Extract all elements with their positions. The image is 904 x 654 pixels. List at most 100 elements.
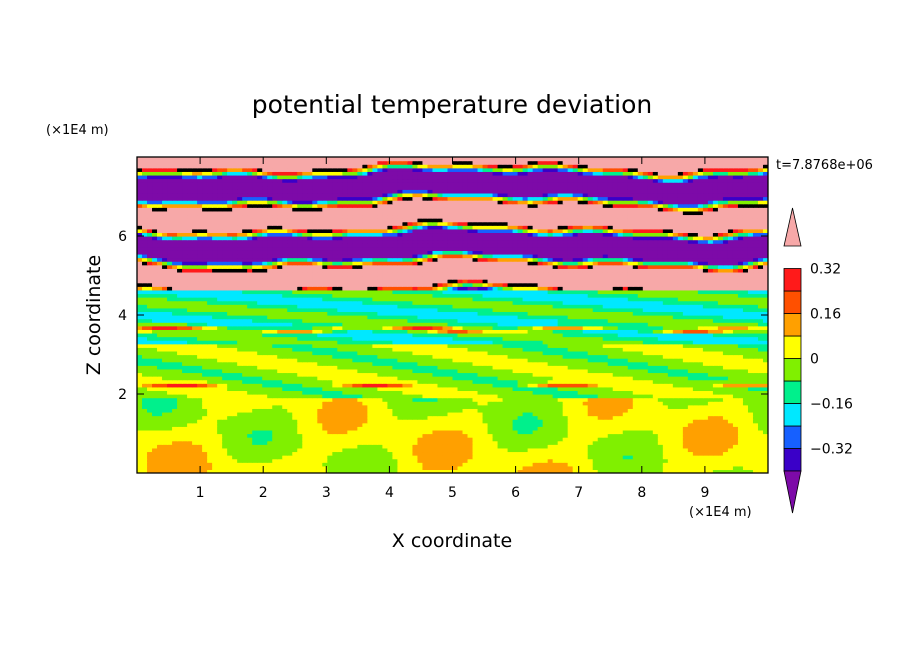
contour-cell [217,379,223,384]
contour-cell [567,354,574,359]
contour-cell [392,336,399,341]
contour-cell [332,354,338,359]
contour-cell [247,465,253,471]
contour-cell [277,372,283,377]
contour-cell [512,455,519,460]
contour-cell [592,408,599,413]
contour-cell [487,401,494,406]
contour-cell [747,365,754,370]
contour-cell [577,394,584,399]
contour-cell [257,386,263,392]
contour-cell [147,469,153,473]
contour-cell [267,401,273,406]
contour-cell [572,397,579,402]
contour-cell [252,408,258,413]
contour-cell [412,376,419,381]
contour-cell [627,426,634,431]
contour-cell [342,394,348,399]
contour-cell [417,386,424,392]
contour-cell [322,408,328,413]
contour-cell [612,419,619,424]
contour-cell [227,397,233,402]
contour-cell [552,343,559,348]
contour-cell [302,365,308,370]
contour-cell [182,394,188,399]
contour-cell [597,419,604,424]
contour-cell [622,411,629,417]
contour-cell [397,437,404,442]
contour-cell [207,332,213,338]
contour-cell [377,379,383,384]
contour-cell [447,350,454,356]
contour-cell [757,429,764,435]
contour-cell [632,383,639,388]
contour-cell [607,426,614,431]
contour-cell [357,347,363,352]
contour-cell [402,383,409,388]
contour-cell [717,462,724,467]
contour-cell [327,419,333,424]
contour-cell [177,336,183,341]
contour-cell [387,433,394,438]
contour-cell [752,455,759,460]
contour-cell [592,469,599,473]
contour-cell [277,361,283,366]
contour-cell [347,372,353,377]
contour-cell [752,408,759,413]
contour-cell [262,397,268,402]
contour-cell [222,419,228,424]
contour-cell [517,394,524,399]
contour-cell [447,462,454,467]
contour-cell [737,386,744,392]
contour-cell [602,361,609,366]
contour-cell [682,440,689,445]
contour-cell [667,361,674,366]
contour-cell [352,451,358,456]
contour-cell [672,347,679,352]
contour-cell [702,401,709,406]
contour-cell [442,354,449,359]
contour-cell [252,455,258,460]
contour-cell [257,350,263,356]
contour-cell [642,397,649,402]
contour-cell [687,433,694,438]
contour-cell [587,437,594,442]
contour-cell [342,422,348,427]
contour-cell [182,361,188,366]
contour-cell [207,404,213,409]
contour-cell [667,379,674,384]
contour-cell [707,332,714,338]
contour-cell [162,415,168,420]
contour-cell [732,458,739,463]
contour-cell [222,408,228,413]
contour-cell [272,361,278,366]
contour-cell [317,444,323,449]
contour-cell [177,401,183,406]
contour-cell [642,437,649,442]
contour-cell [247,419,253,424]
contour-cell [677,343,684,348]
contour-cell [542,404,549,409]
contour-cell [397,415,404,420]
contour-cell [722,415,729,420]
contour-cell [487,340,494,345]
contour-cell [537,455,544,460]
contour-cell [712,469,719,473]
contour-cell [742,376,749,381]
contour-cell [497,455,504,460]
contour-cell [752,347,759,352]
contour-cell [322,358,328,363]
contour-cell [662,379,669,384]
contour-cell [687,397,694,402]
contour-cell [357,440,363,445]
contour-cell [612,354,619,359]
contour-cell [717,426,724,431]
contour-cell [417,365,424,370]
contour-cell [302,340,308,345]
contour-cell [387,401,394,406]
contour-cell [457,404,464,409]
contour-cell [682,340,689,345]
contour-cell [607,465,614,471]
contour-cell [317,411,323,417]
contour-cell [642,343,649,348]
